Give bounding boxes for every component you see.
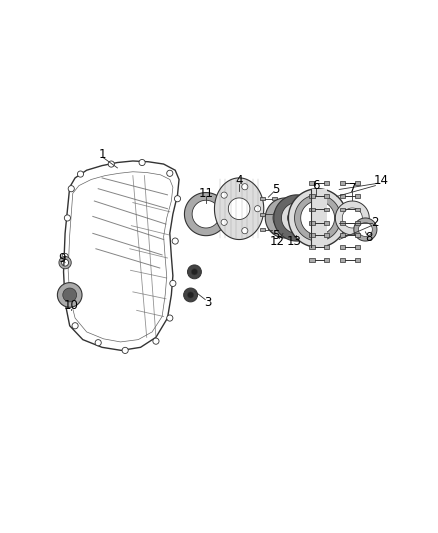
Wedge shape <box>59 256 71 269</box>
Text: 6: 6 <box>312 179 320 192</box>
Polygon shape <box>340 259 346 262</box>
Circle shape <box>184 288 198 302</box>
Text: 5: 5 <box>272 229 280 242</box>
Polygon shape <box>272 228 277 231</box>
Circle shape <box>139 159 145 166</box>
Polygon shape <box>340 195 346 198</box>
Polygon shape <box>324 181 329 185</box>
Circle shape <box>187 292 194 298</box>
Polygon shape <box>340 233 346 237</box>
Text: 11: 11 <box>198 187 213 200</box>
Polygon shape <box>273 206 298 230</box>
Polygon shape <box>265 198 305 238</box>
Circle shape <box>242 184 248 190</box>
Polygon shape <box>340 181 346 185</box>
Circle shape <box>167 315 173 321</box>
Circle shape <box>68 185 74 192</box>
Text: 10: 10 <box>64 299 79 312</box>
Circle shape <box>108 161 114 167</box>
Circle shape <box>63 288 77 302</box>
Text: 3: 3 <box>205 296 212 309</box>
Text: 8: 8 <box>365 231 372 244</box>
Polygon shape <box>324 233 329 237</box>
Polygon shape <box>355 233 360 237</box>
Polygon shape <box>340 221 346 224</box>
Polygon shape <box>288 209 306 227</box>
Polygon shape <box>336 201 369 235</box>
Polygon shape <box>215 178 264 239</box>
Polygon shape <box>324 221 329 224</box>
Polygon shape <box>294 195 341 241</box>
Text: 13: 13 <box>287 235 302 247</box>
Text: 7: 7 <box>350 182 357 195</box>
Circle shape <box>221 192 227 198</box>
Polygon shape <box>309 207 314 212</box>
Polygon shape <box>272 197 277 200</box>
Circle shape <box>57 282 82 308</box>
Text: 12: 12 <box>270 235 285 247</box>
Polygon shape <box>324 207 329 212</box>
Polygon shape <box>355 195 360 198</box>
Polygon shape <box>282 203 312 233</box>
Polygon shape <box>260 213 265 216</box>
Text: 14: 14 <box>373 174 388 188</box>
Polygon shape <box>340 245 346 249</box>
Polygon shape <box>311 189 327 247</box>
Polygon shape <box>184 192 228 236</box>
Polygon shape <box>309 181 314 185</box>
Polygon shape <box>301 201 335 235</box>
Circle shape <box>122 348 128 353</box>
Circle shape <box>172 238 178 244</box>
Polygon shape <box>309 195 314 198</box>
Polygon shape <box>340 207 346 212</box>
Circle shape <box>64 215 71 221</box>
Text: 5: 5 <box>272 183 280 196</box>
Circle shape <box>62 253 68 260</box>
Polygon shape <box>355 181 360 185</box>
Text: 1: 1 <box>98 148 106 161</box>
Text: 4: 4 <box>235 174 243 188</box>
Polygon shape <box>228 198 250 220</box>
Polygon shape <box>354 218 377 241</box>
Polygon shape <box>192 200 220 228</box>
Polygon shape <box>355 245 360 249</box>
Polygon shape <box>309 259 314 262</box>
Circle shape <box>254 206 261 212</box>
Circle shape <box>170 280 176 287</box>
Text: 2: 2 <box>371 216 378 229</box>
Polygon shape <box>309 245 314 249</box>
Circle shape <box>72 322 78 329</box>
Polygon shape <box>324 259 329 262</box>
Circle shape <box>191 269 198 275</box>
Polygon shape <box>324 245 329 249</box>
Polygon shape <box>272 213 277 216</box>
Circle shape <box>187 265 201 279</box>
Text: 9: 9 <box>58 252 66 264</box>
Polygon shape <box>309 221 314 224</box>
Polygon shape <box>358 223 372 237</box>
Circle shape <box>221 219 227 225</box>
Polygon shape <box>260 228 265 231</box>
Circle shape <box>78 171 84 177</box>
Circle shape <box>63 288 69 294</box>
Polygon shape <box>260 197 265 200</box>
Polygon shape <box>274 195 320 241</box>
Circle shape <box>153 338 159 344</box>
Circle shape <box>167 170 173 176</box>
Polygon shape <box>309 233 314 237</box>
Polygon shape <box>355 259 360 262</box>
Circle shape <box>174 196 180 202</box>
Polygon shape <box>324 195 329 198</box>
Circle shape <box>95 340 101 346</box>
Circle shape <box>242 228 248 234</box>
Polygon shape <box>342 208 362 228</box>
Polygon shape <box>288 189 347 247</box>
Polygon shape <box>355 207 360 212</box>
Polygon shape <box>64 161 179 350</box>
Polygon shape <box>355 221 360 224</box>
